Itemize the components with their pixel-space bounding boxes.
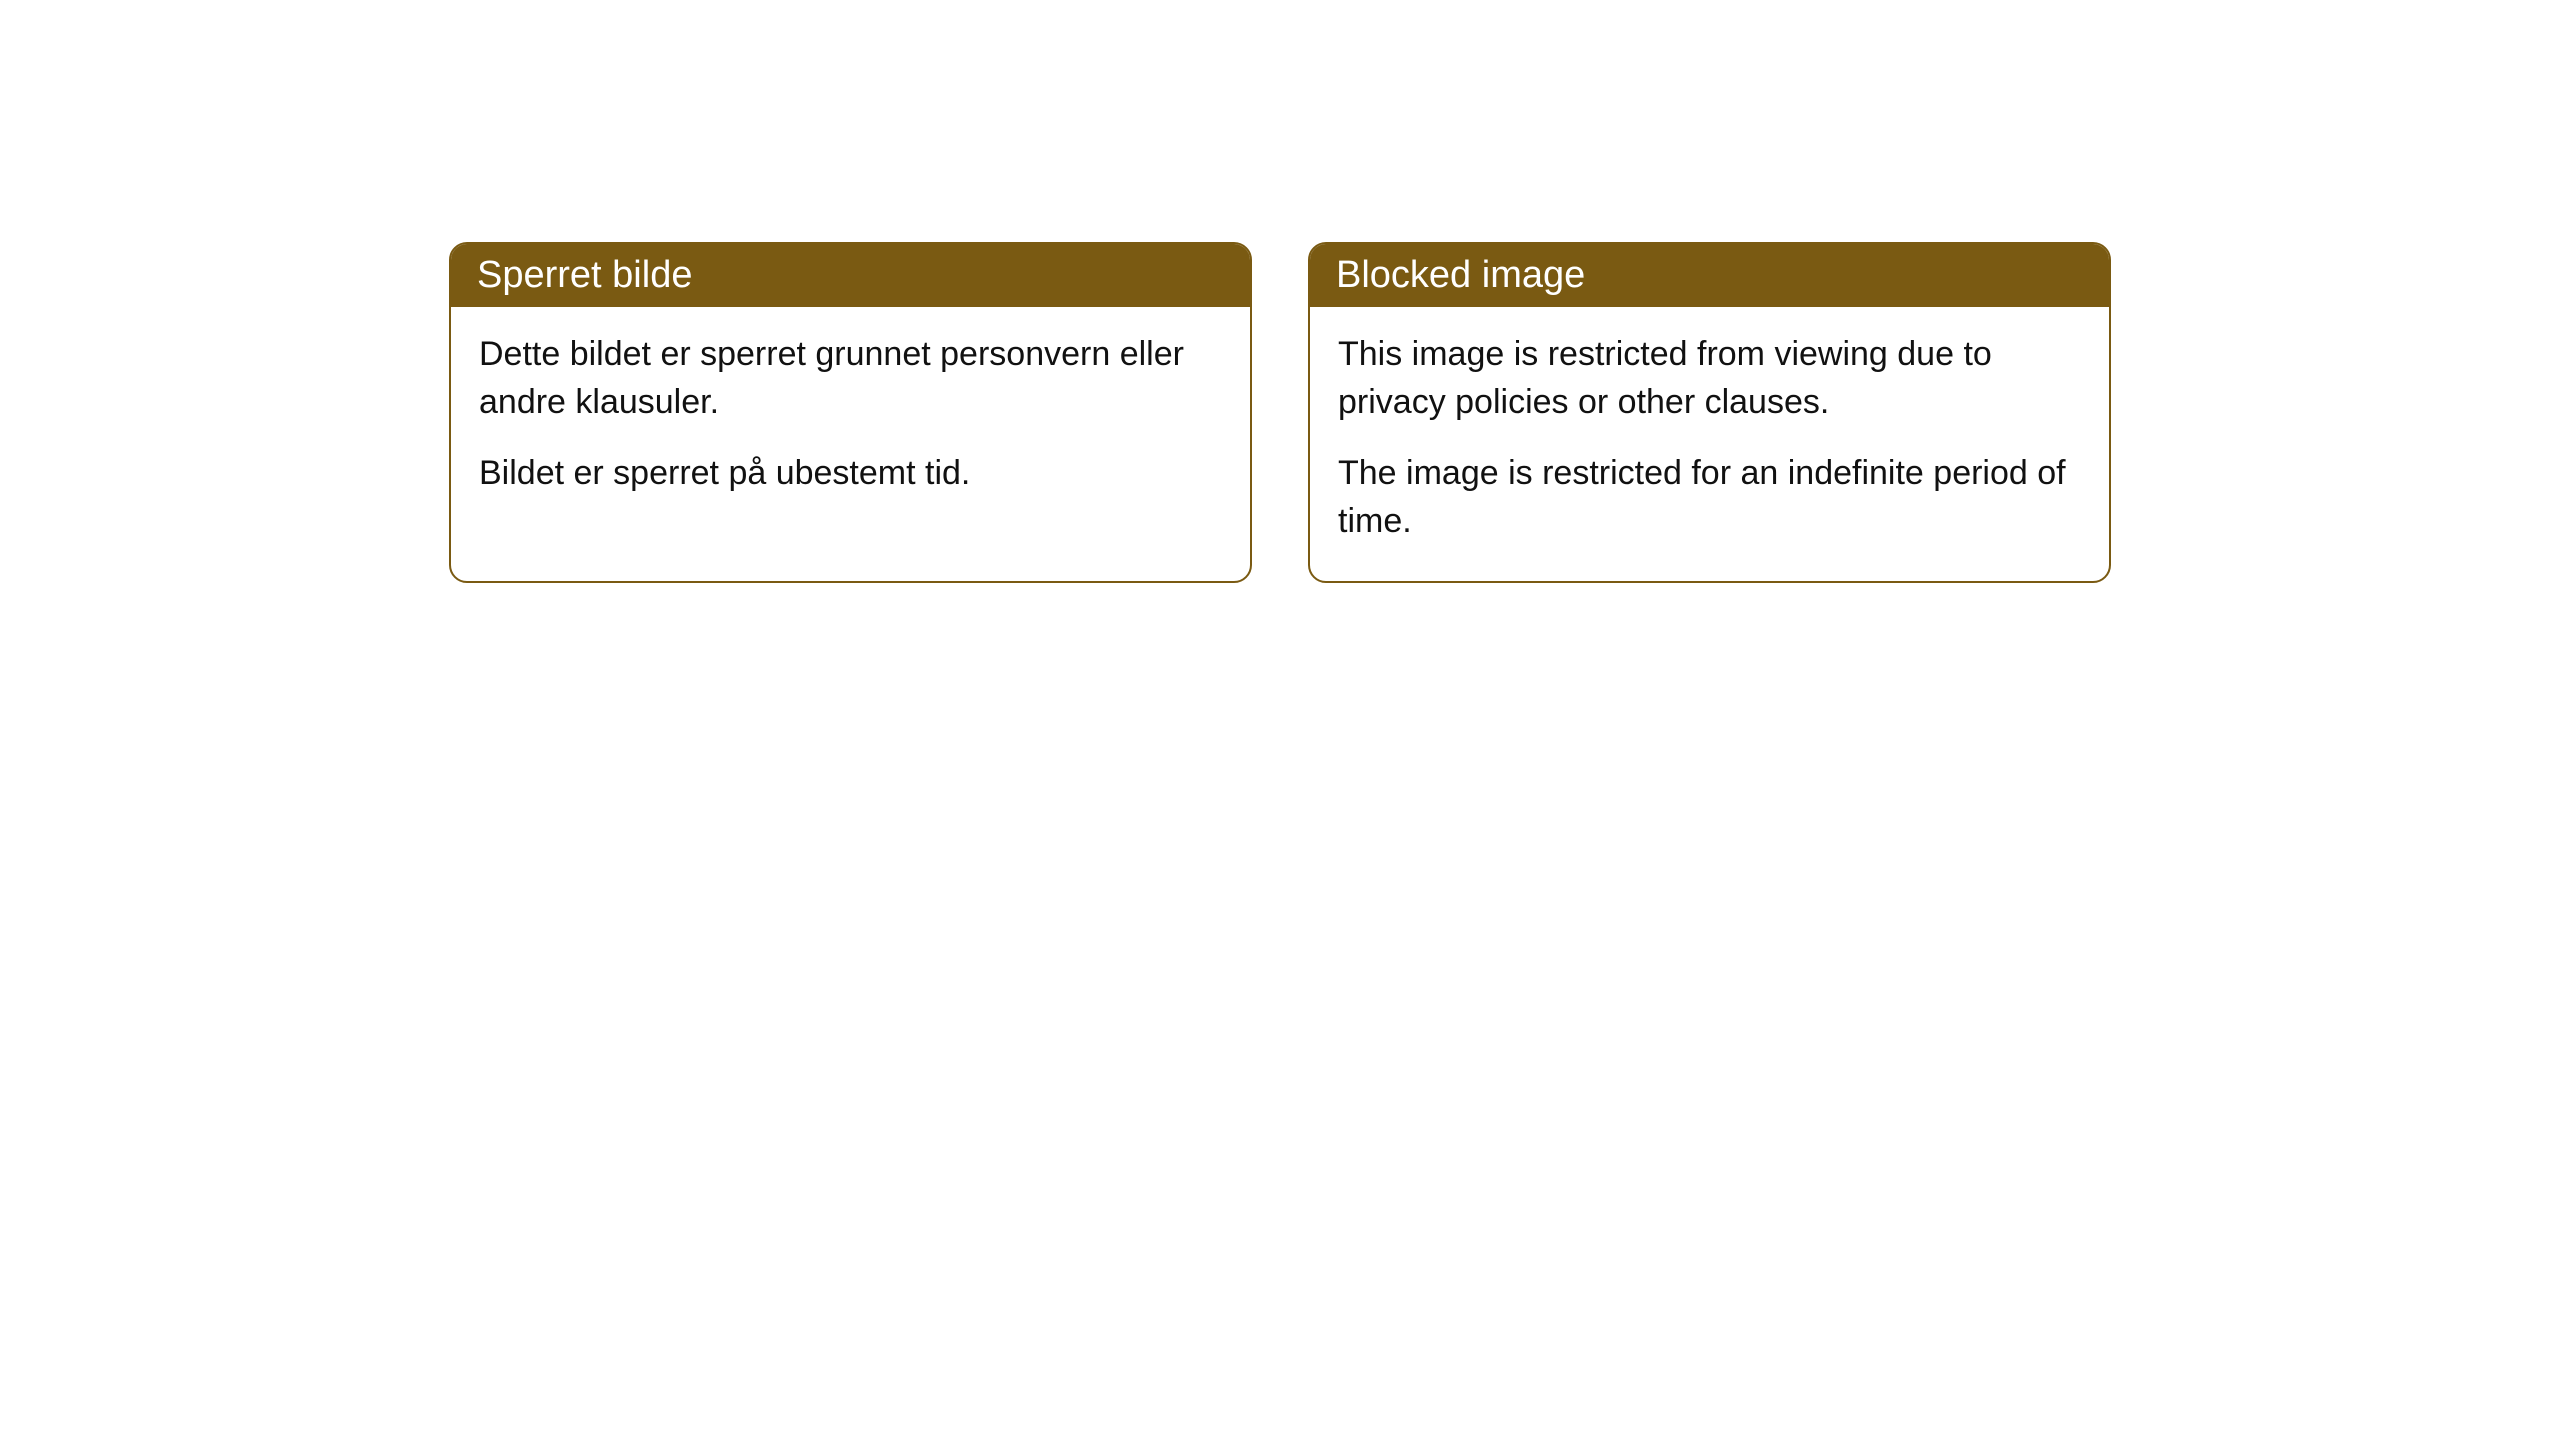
card-title: Blocked image [1336,254,1585,296]
card-body-english: This image is restricted from viewing du… [1310,307,2109,581]
card-title: Sperret bilde [477,254,692,296]
card-paragraph-1: This image is restricted from viewing du… [1338,331,2081,426]
blocked-image-card-norwegian: Sperret bilde Dette bildet er sperret gr… [449,242,1252,583]
card-paragraph-2: The image is restricted for an indefinit… [1338,450,2081,545]
card-paragraph-1: Dette bildet er sperret grunnet personve… [479,331,1222,426]
notice-cards-container: Sperret bilde Dette bildet er sperret gr… [449,242,2111,583]
card-header-english: Blocked image [1310,244,2109,307]
card-header-norwegian: Sperret bilde [451,244,1250,307]
card-body-norwegian: Dette bildet er sperret grunnet personve… [451,307,1250,534]
card-paragraph-2: Bildet er sperret på ubestemt tid. [479,450,1222,498]
blocked-image-card-english: Blocked image This image is restricted f… [1308,242,2111,583]
